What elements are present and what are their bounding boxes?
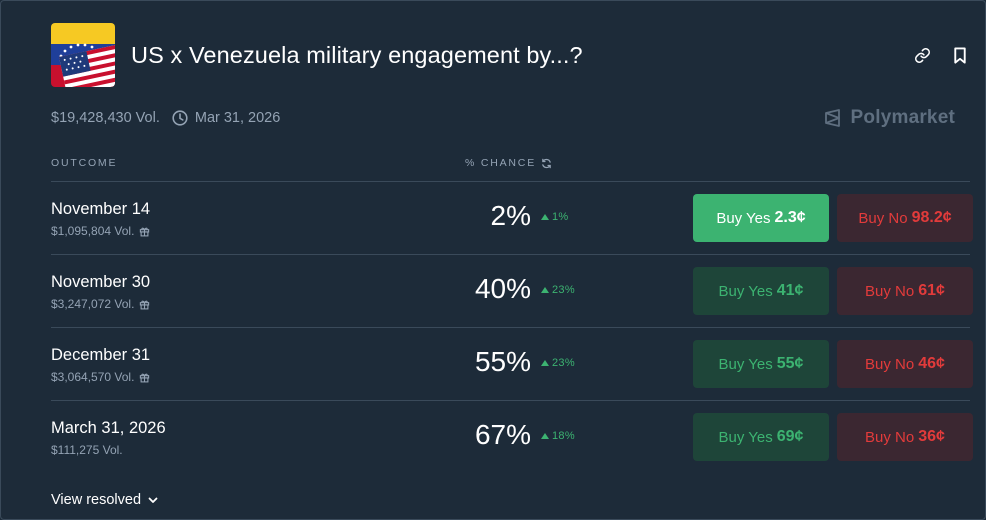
buy-yes-label: Buy Yes: [718, 355, 773, 373]
outcome-delta-text: 1%: [552, 211, 569, 223]
outcome-volume: $3,064,570 Vol.: [51, 370, 150, 384]
outcome-column-header: OUTCOME: [51, 157, 118, 169]
market-end-date: Mar 31, 2026: [172, 110, 280, 126]
outcome-chance: 2%: [490, 200, 531, 231]
outcome-delta: 18%: [541, 430, 575, 442]
polymarket-brand[interactable]: Polymarket: [823, 107, 955, 129]
view-resolved-label: View resolved: [51, 492, 142, 508]
chevron-down-icon: [148, 497, 158, 503]
outcome-name: March 31, 2026: [51, 419, 166, 437]
buy-no-button[interactable]: Buy No 36¢: [837, 413, 973, 461]
outcome-list: November 14 $1,095,804 Vol. 2% 1% Buy Yes 2.3…: [51, 181, 973, 473]
clock-icon: [172, 110, 188, 126]
up-triangle-icon: [541, 287, 549, 293]
buy-no-price: 98.2¢: [911, 209, 952, 226]
buy-yes-price: 55¢: [776, 355, 804, 372]
outcome-volume-text: $3,247,072 Vol.: [51, 297, 135, 311]
outcome-chance: 40%: [474, 273, 531, 304]
buy-yes-price: 41¢: [776, 282, 804, 299]
market-meta: $19,428,430 Vol. Mar 31, 2026 Polymarket: [51, 107, 955, 129]
buy-yes-button[interactable]: Buy Yes 2.3¢: [693, 194, 829, 242]
outcome-volume: $3,247,072 Vol.: [51, 297, 150, 311]
buy-yes-label: Buy Yes: [718, 282, 773, 300]
market-volume: $19,428,430 Vol.: [51, 110, 160, 126]
outcome-delta-text: 23%: [552, 284, 575, 296]
bookmark-icon[interactable]: [951, 46, 969, 64]
buy-no-label: Buy No: [865, 282, 915, 300]
end-date-text: Mar 31, 2026: [194, 110, 281, 126]
buy-yes-button[interactable]: Buy Yes 69¢: [693, 413, 829, 461]
outcome-volume: $111,275 Vol.: [51, 443, 123, 457]
us-venezuela-flag-image: [51, 23, 115, 87]
refresh-icon[interactable]: [541, 158, 552, 169]
outcome-volume-text: $111,275 Vol.: [51, 443, 123, 457]
buy-yes-price: 69¢: [776, 428, 804, 445]
polymarket-logo-icon: [824, 109, 840, 127]
up-triangle-icon: [541, 360, 549, 366]
chance-column-label: % CHANCE: [465, 157, 536, 169]
outcome-delta: 23%: [541, 357, 575, 369]
buy-no-label: Buy No: [865, 355, 915, 373]
gift-icon: [140, 227, 150, 236]
outcome-chance: 55%: [474, 346, 531, 377]
market-image: [51, 23, 115, 87]
outcome-delta: 23%: [541, 284, 575, 296]
buy-no-button[interactable]: Buy No 46¢: [837, 340, 973, 388]
outcome-delta-text: 18%: [552, 430, 575, 442]
outcome-name: December 31: [51, 346, 151, 364]
outcome-volume: $1,095,804 Vol.: [51, 224, 150, 238]
outcome-name: November 14: [51, 200, 151, 218]
buy-no-price: 36¢: [918, 428, 945, 445]
buy-yes-price: 2.3¢: [774, 209, 806, 226]
buy-no-price: 61¢: [918, 282, 945, 299]
up-triangle-icon: [541, 214, 549, 220]
outcome-row[interactable]: November 14 $1,095,804 Vol. 2% 1% Buy Yes 2.3…: [51, 181, 973, 254]
outcome-row[interactable]: December 31 $3,064,570 Vol. 55% 23% Buy Yes 5…: [51, 327, 973, 400]
buy-yes-button[interactable]: Buy Yes 55¢: [693, 340, 829, 388]
column-headers: OUTCOME % CHANCE: [51, 156, 970, 172]
buy-no-label: Buy No: [865, 428, 915, 446]
buy-yes-label: Buy Yes: [718, 428, 773, 446]
outcome-delta-text: 23%: [552, 357, 575, 369]
gift-icon: [140, 373, 150, 382]
buy-no-price: 46¢: [918, 355, 945, 372]
brand-name: Polymarket: [850, 107, 955, 128]
outcome-row[interactable]: November 30 $3,247,072 Vol. 40% 23% Buy Yes 4…: [51, 254, 973, 327]
buy-yes-label: Buy Yes: [716, 209, 771, 227]
market-header: US x Venezuela military engagement by...…: [51, 23, 971, 87]
buy-yes-button[interactable]: Buy Yes 41¢: [693, 267, 829, 315]
outcome-name: November 30: [51, 273, 151, 291]
outcome-volume-text: $3,064,570 Vol.: [51, 370, 135, 384]
chance-column-header: % CHANCE: [465, 157, 552, 169]
header-actions: [913, 46, 969, 64]
view-resolved-button[interactable]: View resolved: [51, 492, 159, 508]
link-icon[interactable]: [913, 46, 931, 64]
up-triangle-icon: [541, 433, 549, 439]
buy-no-label: Buy No: [858, 209, 908, 227]
outcome-volume-text: $1,095,804 Vol.: [51, 224, 135, 238]
outcome-row[interactable]: March 31, 2026 $111,275 Vol. 67% 18% Buy Yes…: [51, 400, 973, 473]
outcome-delta: 1%: [541, 211, 569, 223]
buy-no-button[interactable]: Buy No 61¢: [837, 267, 973, 315]
outcome-chance: 67%: [474, 419, 531, 450]
buy-no-button[interactable]: Buy No 98.2¢: [837, 194, 973, 242]
market-title: US x Venezuela military engagement by...…: [131, 41, 583, 68]
gift-icon: [140, 300, 150, 309]
